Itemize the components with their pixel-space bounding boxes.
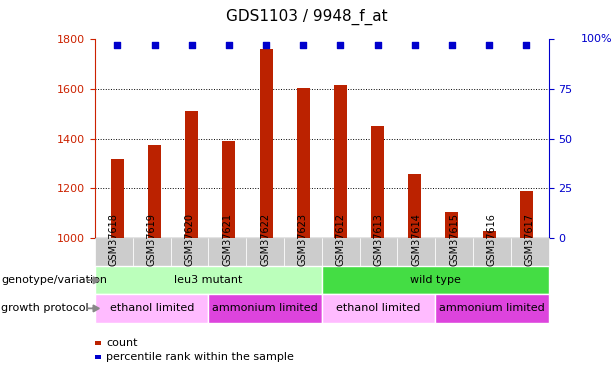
Bar <box>297 88 310 238</box>
Text: GSM37617: GSM37617 <box>525 213 535 266</box>
Point <box>261 42 271 48</box>
Point <box>447 42 457 48</box>
Point <box>187 42 197 48</box>
Bar <box>111 159 124 238</box>
Bar <box>482 231 496 238</box>
Text: GSM37613: GSM37613 <box>373 213 384 266</box>
Text: GSM37614: GSM37614 <box>411 213 421 266</box>
Point <box>299 42 308 48</box>
Bar <box>334 86 347 238</box>
Bar <box>148 145 161 238</box>
Text: ethanol limited: ethanol limited <box>110 303 194 313</box>
Bar <box>259 50 273 238</box>
Bar <box>371 126 384 238</box>
Text: GSM37616: GSM37616 <box>487 213 497 266</box>
Text: growth protocol: growth protocol <box>1 303 89 313</box>
Text: GSM37622: GSM37622 <box>260 212 270 266</box>
Text: GSM37618: GSM37618 <box>109 213 119 266</box>
Text: GSM37623: GSM37623 <box>298 213 308 266</box>
Text: leu3 mutant: leu3 mutant <box>174 275 243 285</box>
Text: wild type: wild type <box>410 275 460 285</box>
Text: GSM37620: GSM37620 <box>185 213 194 266</box>
Point <box>373 42 383 48</box>
Text: GSM37621: GSM37621 <box>223 213 232 266</box>
Bar <box>520 191 533 238</box>
Text: GSM37615: GSM37615 <box>449 213 459 266</box>
Text: ethanol limited: ethanol limited <box>337 303 421 313</box>
Point <box>522 42 531 48</box>
Point <box>335 42 345 48</box>
Text: genotype/variation: genotype/variation <box>1 275 107 285</box>
Point <box>410 42 420 48</box>
Text: ammonium limited: ammonium limited <box>212 303 318 313</box>
Text: GDS1103 / 9948_f_at: GDS1103 / 9948_f_at <box>226 9 387 25</box>
Point <box>112 42 122 48</box>
Point <box>484 42 494 48</box>
Text: ammonium limited: ammonium limited <box>439 303 545 313</box>
Bar <box>408 174 421 238</box>
Text: count: count <box>106 338 137 348</box>
Text: 100%: 100% <box>581 34 612 44</box>
Point <box>224 42 234 48</box>
Bar <box>223 141 235 238</box>
Bar <box>185 111 198 238</box>
Bar <box>446 212 459 238</box>
Text: GSM37619: GSM37619 <box>147 213 157 266</box>
Point <box>150 42 159 48</box>
Text: GSM37612: GSM37612 <box>336 213 346 266</box>
Text: percentile rank within the sample: percentile rank within the sample <box>106 352 294 362</box>
